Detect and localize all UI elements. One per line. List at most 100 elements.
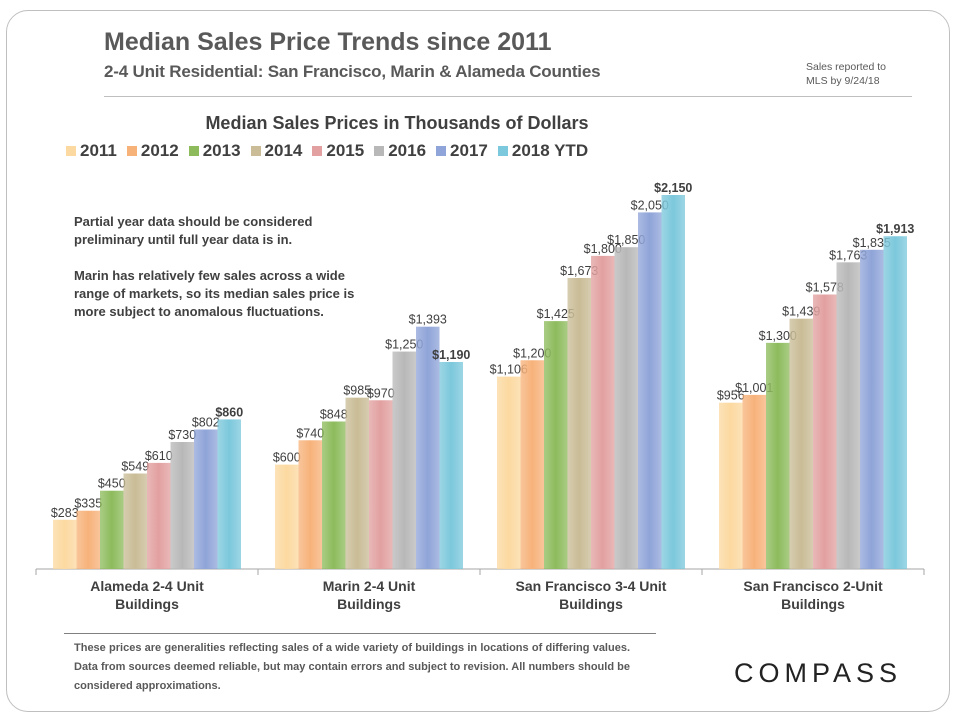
data-label: $1,673: [560, 264, 598, 278]
bar-2013-cat1: [322, 421, 346, 569]
legend-item-2017: 2017: [436, 141, 488, 161]
bar-2016-cat0: [170, 442, 194, 569]
data-label: $1,439: [782, 305, 820, 319]
category-label: Alameda 2-4 Unit: [90, 578, 204, 594]
data-label: $1,393: [409, 313, 447, 327]
legend-label: 2016: [388, 141, 427, 160]
legend-label: 2015: [326, 141, 365, 160]
legend-item-2016: 2016: [374, 141, 426, 161]
data-label: $1,913: [876, 222, 914, 236]
data-label: $1,001: [735, 381, 773, 395]
bar-2014-cat1: [345, 397, 369, 569]
chart-annotation: Partial year data should be considered p…: [74, 213, 364, 339]
report-date-note: Sales reported to MLS by 9/24/18: [806, 60, 916, 88]
data-label: $848: [320, 407, 348, 421]
legend-label: 2014: [264, 141, 303, 160]
legend-swatch: [436, 146, 447, 156]
legend-swatch: [250, 146, 261, 156]
data-label: $730: [168, 428, 196, 442]
report-note-line1: Sales reported to: [806, 61, 886, 73]
legend-item-2018-ytd: 2018 YTD: [497, 141, 589, 161]
legend-swatch: [188, 146, 199, 156]
data-label: $802: [192, 415, 220, 429]
data-label: $970: [367, 386, 395, 400]
legend-swatch: [497, 146, 508, 156]
annotation-para-2: Marin has relatively few sales across a …: [74, 268, 355, 319]
data-label: $283: [51, 506, 79, 520]
bar-2016-cat2: [614, 247, 638, 570]
data-label: $1,835: [853, 236, 891, 250]
legend-label: 2017: [450, 141, 488, 160]
legend-label: 2018 YTD: [511, 141, 589, 160]
report-note-line2: MLS by 9/24/18: [806, 75, 880, 87]
legend-item-2012: 2012: [126, 141, 179, 161]
legend-swatch: [126, 146, 137, 156]
data-label: $1,190: [432, 348, 470, 362]
legend-item-2014: 2014: [250, 141, 303, 161]
legend-item-2011: 2011: [66, 141, 117, 161]
legend-item-2013: 2013: [188, 141, 241, 161]
data-label: $335: [74, 497, 102, 511]
compass-logo: COMPASS: [734, 658, 903, 688]
bar-2014-cat2: [567, 277, 591, 569]
legend-item-2015: 2015: [312, 141, 364, 161]
data-label: $1,200: [513, 346, 551, 360]
chart-title: Median Sales Prices in Thousands of Doll…: [205, 113, 589, 133]
bar-2015-cat0: [147, 462, 171, 569]
bar-2013-cat0: [100, 490, 124, 569]
bar-2012-cat2: [520, 360, 544, 569]
data-label: $549: [121, 459, 149, 473]
category-label: San Francisco 2-Unit: [743, 578, 883, 594]
bar-2014-cat0: [123, 473, 147, 569]
data-label: $740: [296, 426, 324, 440]
annotation-para-1: Partial year data should be considered p…: [74, 214, 313, 247]
category-label: Buildings: [781, 596, 845, 612]
category-label: Buildings: [337, 596, 401, 612]
page-subtitle: 2-4 Unit Residential: San Francisco, Mar…: [104, 62, 601, 81]
bar-2017-cat2: [638, 212, 662, 569]
legend-swatch: [312, 146, 323, 156]
bar-2011-cat3: [719, 402, 743, 569]
bar-2014-cat3: [789, 318, 813, 569]
bar-2018-ytd-cat3: [883, 236, 907, 569]
legend-label: 2012: [140, 141, 179, 160]
data-label: $1,850: [607, 233, 645, 247]
bar-2018-ytd-cat1: [439, 361, 463, 569]
data-label: $1,250: [385, 338, 423, 352]
category-label: Buildings: [559, 596, 623, 612]
bar-2016-cat1: [392, 351, 416, 569]
disclaimer-text: These prices are generalities reflecting…: [74, 642, 630, 692]
bar-2017-cat0: [194, 429, 218, 569]
bar-2012-cat0: [76, 510, 100, 569]
bar-2011-cat2: [497, 376, 521, 569]
bar-2013-cat2: [544, 321, 568, 569]
data-label: $600: [273, 451, 301, 465]
data-label: $450: [98, 477, 126, 491]
data-label: $610: [145, 449, 173, 463]
page-title: Median Sales Price Trends since 2011: [104, 28, 552, 56]
data-label: $2,150: [654, 181, 692, 195]
data-label: $2,050: [631, 198, 669, 212]
bar-2015-cat3: [813, 294, 837, 569]
category-label: San Francisco 3-4 Unit: [516, 578, 667, 594]
bar-2017-cat3: [860, 249, 884, 569]
legend-label: 2011: [80, 141, 117, 160]
bar-2017-cat1: [416, 326, 440, 569]
bar-2011-cat0: [53, 519, 77, 569]
footer-divider: [64, 633, 656, 634]
data-label: $956: [717, 389, 745, 403]
bar-2013-cat3: [766, 342, 790, 569]
bar-2015-cat2: [591, 255, 615, 569]
data-label: $1,800: [584, 242, 622, 256]
legend-swatch: [66, 146, 76, 156]
data-label: $1,578: [806, 281, 844, 295]
bar-2018-ytd-cat2: [661, 195, 685, 569]
category-label: Marin 2-4 Unit: [323, 578, 416, 594]
data-label: $1,425: [537, 307, 575, 321]
data-label: $1,300: [759, 329, 797, 343]
data-label: $1,106: [490, 363, 528, 377]
data-label: $860: [215, 405, 243, 419]
bar-2012-cat1: [298, 440, 322, 569]
chart-legend: 2011 2012 2013 2014 2015 2016 2017 2018 YTD: [66, 141, 588, 161]
